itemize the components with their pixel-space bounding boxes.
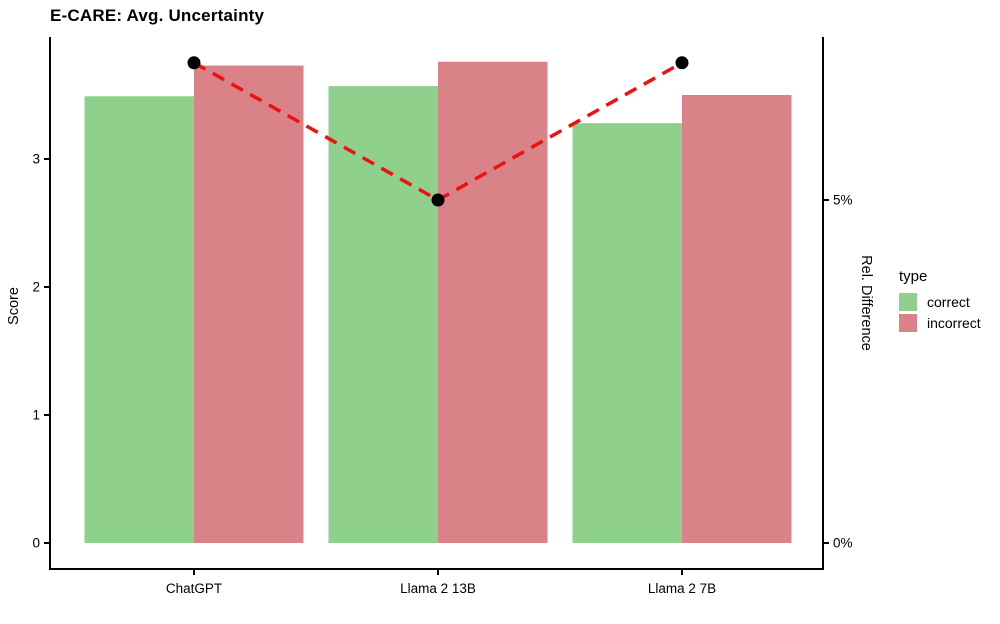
rel-difference-point-llama-2-13b: [431, 193, 445, 207]
rel-difference-point-chatgpt: [187, 56, 201, 70]
y-left-tick-label: 3: [32, 152, 40, 167]
line-layer: [187, 56, 689, 207]
legend-label-incorrect: incorrect: [927, 315, 981, 331]
legend-label-correct: correct: [927, 294, 970, 310]
bars-layer: [84, 61, 792, 543]
y-right-tick-label: 5%: [833, 193, 853, 208]
y-left-tick-label: 2: [32, 280, 40, 295]
rel-difference-point-llama-2-7b: [675, 56, 689, 70]
y-axis-left-title: Score: [6, 287, 22, 325]
y-right-tick-label: 0%: [833, 536, 853, 551]
legend: type correct incorrect: [899, 268, 981, 335]
legend-swatch-incorrect-icon: [899, 314, 917, 332]
bar-incorrect-chatgpt: [194, 65, 304, 543]
bar-incorrect-llama-2-13b: [438, 61, 548, 543]
x-tick-label: Llama 2 13B: [400, 581, 476, 596]
x-tick-label: Llama 2 7B: [648, 581, 716, 596]
bar-incorrect-llama-2-7b: [682, 95, 792, 543]
y-axis-right-title: Rel. Difference: [858, 255, 874, 351]
chart-title: E-CARE: Avg. Uncertainty: [50, 6, 265, 25]
legend-title: type: [899, 268, 928, 285]
axes-layer: 0 1 2 3 0% 5% ChatGPT Llama 2 13B Llama 2 7B: [32, 37, 853, 596]
legend-swatch-correct-icon: [899, 293, 917, 311]
bar-correct-chatgpt: [84, 96, 194, 543]
y-left-tick-label: 0: [32, 536, 40, 551]
y-left-tick-label: 1: [32, 408, 40, 423]
bar-correct-llama-2-7b: [572, 123, 682, 543]
legend-item-incorrect: incorrect: [899, 314, 981, 332]
x-tick-label: ChatGPT: [166, 581, 222, 596]
legend-item-correct: correct: [899, 293, 981, 311]
bar-correct-llama-2-13b: [328, 86, 438, 543]
